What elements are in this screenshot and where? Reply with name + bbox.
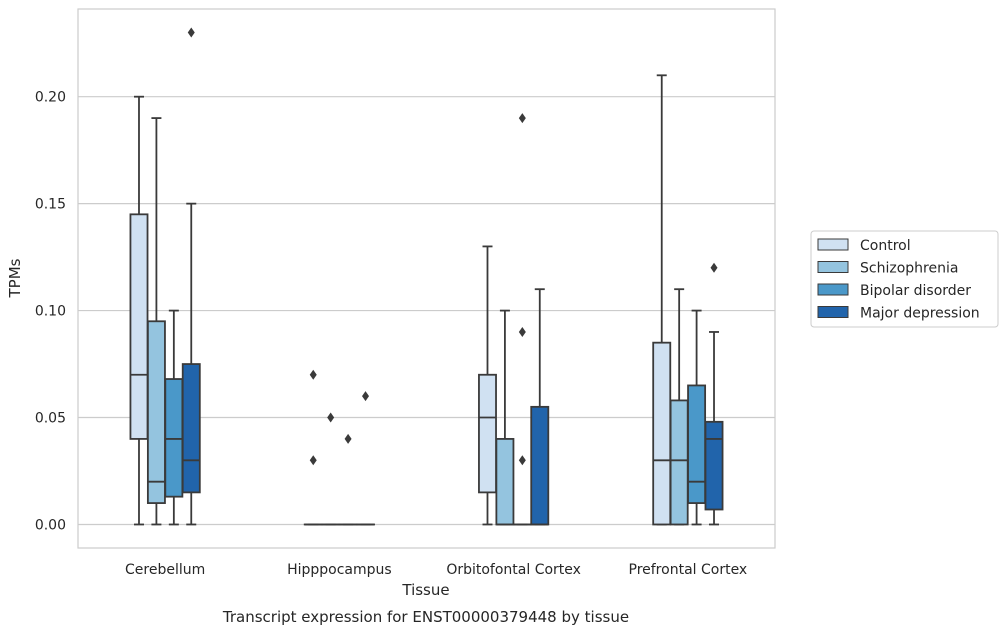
box-schizophrenia-1 [321,412,341,526]
box-plots [129,27,724,526]
box-schizophrenia-0 [146,117,166,526]
box-major-depression-2 [530,288,550,526]
legend: Control Schizophrenia Bipolar disorder Majo… [810,230,999,328]
x-tick-labels: Cerebellum Hipppocampus Orbitofontal Corte… [125,562,747,578]
box-body [146,320,166,504]
outlier-point [344,433,352,444]
outlier-point [710,262,718,273]
outlier-point [518,326,526,337]
x-tick-label: Prefrontal Cortex [629,562,748,578]
outlier-point [187,27,195,38]
legend-label: Schizophrenia [860,261,958,277]
box-bipolar-disorder-0 [164,309,184,526]
box-bipolar-disorder-2 [512,113,532,526]
box-body [669,399,689,526]
legend-label: Major depression [860,306,980,322]
y-tick-label: 0.15 [35,197,66,213]
box-major-depression-1 [356,391,375,526]
y-tick-label: 0.20 [35,90,66,106]
legend-swatch [817,238,849,251]
box-body [478,373,497,494]
box-body [704,420,724,511]
outlier-point [309,369,317,380]
box-control-1 [303,369,323,526]
plot-frame [77,8,776,549]
box-schizophrenia-2 [495,309,515,526]
y-tick-label: 0.00 [35,517,66,533]
outlier-point [327,412,335,423]
legend-label: Bipolar disorder [860,283,971,299]
box-body [687,384,707,504]
box-schizophrenia-3 [669,288,689,526]
y-tick-label: 0.05 [35,411,66,427]
box-major-depression-0 [181,27,201,526]
legend-label: Control [860,238,911,254]
legend-swatch [817,283,849,296]
x-tick-label: Cerebellum [125,562,205,578]
box-major-depression-3 [704,262,724,526]
outlier-point [362,391,370,402]
box-body [129,213,149,440]
box-body [530,405,550,526]
box-body [181,363,201,494]
box-control-3 [652,74,672,526]
y-axis-label: TPMs [6,258,24,298]
box-body [652,341,672,526]
box-control-0 [129,95,149,526]
box-body [495,438,515,526]
outlier-point [309,455,317,466]
legend-swatch [817,306,849,318]
y-tick-label: 0.10 [35,304,66,320]
outlier-point [518,455,526,466]
x-tick-label: Orbitofontal Cortex [446,562,581,578]
x-axis-label: Tissue [401,581,449,599]
box-control-2 [478,245,497,526]
legend-frame [810,230,999,328]
legend-swatch [817,261,849,273]
outlier-point [518,113,526,124]
box-bipolar-disorder-3 [687,309,707,526]
x-tick-label: Hipppocampus [287,562,392,578]
chart-caption: Transcript expression for ENST0000037944… [222,608,629,626]
box-bipolar-disorder-1 [338,433,358,526]
y-tick-labels: 0.00 0.05 0.10 0.15 0.20 [35,90,66,534]
box-body [164,378,184,498]
